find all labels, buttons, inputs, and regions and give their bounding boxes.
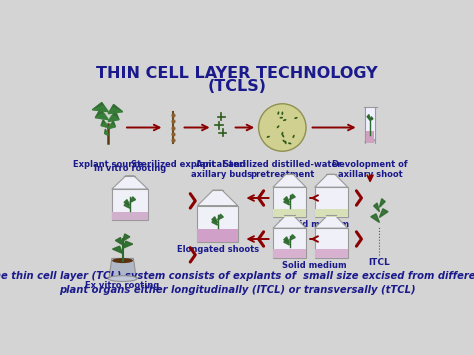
Polygon shape [108,104,123,114]
Polygon shape [123,234,130,241]
Polygon shape [198,190,238,206]
Text: lTCL: lTCL [369,258,390,267]
Polygon shape [367,115,370,120]
Polygon shape [108,124,116,129]
Ellipse shape [277,125,280,128]
Text: (TCLS): (TCLS) [208,78,266,94]
Ellipse shape [292,135,295,138]
Polygon shape [101,122,108,127]
Text: THIN CELL LAYER TECHNOLOGY: THIN CELL LAYER TECHNOLOGY [96,66,378,81]
Polygon shape [212,219,218,225]
Polygon shape [112,189,148,220]
Polygon shape [108,121,116,129]
Polygon shape [112,176,148,189]
Polygon shape [108,115,119,121]
Polygon shape [212,217,218,223]
Polygon shape [290,194,295,200]
Polygon shape [374,203,379,212]
Text: Solid medium: Solid medium [282,261,346,270]
Text: Sterilized explant: Sterilized explant [131,160,215,169]
Polygon shape [315,209,348,217]
Polygon shape [370,117,373,120]
Ellipse shape [280,117,283,119]
Polygon shape [284,197,290,202]
Polygon shape [95,109,108,120]
Ellipse shape [266,136,270,138]
Ellipse shape [285,141,287,144]
Polygon shape [284,237,290,243]
Polygon shape [273,174,306,187]
Polygon shape [273,228,306,258]
Polygon shape [198,229,238,242]
Ellipse shape [283,140,285,143]
Polygon shape [284,239,290,245]
Polygon shape [315,228,348,258]
Text: The thin cell layer (TCL) system consists of explants of  small size excised fro: The thin cell layer (TCL) system consist… [0,271,474,295]
Text: In vitro rooting: In vitro rooting [94,164,166,173]
Polygon shape [130,197,136,203]
Polygon shape [124,200,130,206]
Polygon shape [366,131,374,143]
Ellipse shape [281,132,283,135]
Polygon shape [379,209,388,217]
Polygon shape [108,108,123,114]
Text: Liquid medium: Liquid medium [279,220,349,229]
Text: Ex vitro rooting: Ex vitro rooting [85,282,160,290]
Polygon shape [198,206,238,242]
Polygon shape [105,129,108,135]
Polygon shape [379,199,385,207]
Polygon shape [273,187,306,217]
Polygon shape [112,246,123,253]
Polygon shape [95,113,108,120]
Ellipse shape [108,276,137,282]
Polygon shape [315,249,348,258]
Ellipse shape [282,134,284,137]
Polygon shape [218,214,223,220]
Text: Sterilized distilled-water
pretreatment: Sterilized distilled-water pretreatment [223,160,342,179]
Polygon shape [290,235,295,240]
Ellipse shape [283,119,286,121]
Polygon shape [315,187,348,217]
Ellipse shape [112,258,133,263]
Polygon shape [273,249,306,258]
Text: Explant source: Explant source [73,160,143,169]
Polygon shape [105,131,108,135]
Text: Apical and
axillary buds: Apical and axillary buds [191,160,252,179]
Polygon shape [92,103,108,112]
Ellipse shape [282,111,283,115]
Text: Elongated shoots: Elongated shoots [176,245,259,254]
Polygon shape [365,107,375,143]
Polygon shape [371,214,379,223]
Polygon shape [112,213,148,220]
Circle shape [259,104,306,151]
Polygon shape [315,174,348,187]
Text: Devolopment of
axillary shoot: Devolopment of axillary shoot [332,160,408,179]
Ellipse shape [294,117,298,119]
Polygon shape [92,106,108,112]
Polygon shape [123,241,133,248]
Polygon shape [101,120,108,127]
Polygon shape [109,258,137,279]
Polygon shape [284,199,290,205]
Polygon shape [273,209,306,217]
Polygon shape [315,215,348,228]
Ellipse shape [288,142,292,144]
Ellipse shape [277,111,279,115]
Polygon shape [116,237,123,245]
Polygon shape [108,111,119,121]
Polygon shape [273,215,306,228]
Polygon shape [124,202,130,208]
